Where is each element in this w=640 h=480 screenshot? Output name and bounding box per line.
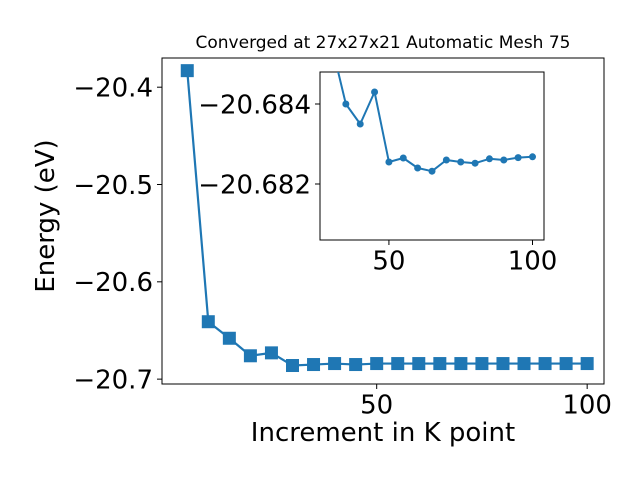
main-data-point [517,357,531,371]
main-data-point [370,357,384,371]
inset-axis-ticks: 50 100 −20.684 −20.682 [198,90,557,276]
inset-y-tick-label: −20.684 [198,90,311,120]
main-data-point [412,357,426,371]
main-data-point [580,357,594,371]
inset-data-point [442,156,450,164]
main-data-point [286,359,299,373]
y-axis-label: Energy (eV) [31,139,61,292]
inset-data-point [371,88,379,96]
main-data-point [433,357,447,371]
main-data-point [496,357,510,371]
inset-data-point [399,154,407,162]
chart-title: Converged at 27x27x21 Automatic Mesh 75 [196,33,571,53]
main-data-point [307,358,321,372]
main-data-point [328,357,342,371]
inset-data-point [514,154,522,162]
main-data-point [201,315,215,329]
inset-x-tick-label: 50 [372,247,405,277]
main-x-tick-label: 100 [562,391,612,421]
inset-data-point [500,156,508,164]
inset-data-point [485,155,493,163]
inset-data-point [529,153,537,161]
inset-data-point [414,164,422,172]
inset-data-point [342,100,350,108]
main-x-tick-label: 50 [360,391,393,421]
main-axis-ticks: 50 100 −20.4 −20.5 −20.6 −20.7 [73,74,612,421]
inset-data-point [428,167,436,175]
main-data-point [349,358,363,372]
inset-data-point [356,120,364,128]
main-y-tick-label: −20.5 [73,171,153,201]
main-series [180,64,594,373]
main-data-point [243,349,257,363]
main-data-point [180,64,194,78]
main-data-point [538,357,552,371]
inset-series [337,72,537,175]
main-y-tick-label: −20.4 [73,74,153,104]
main-y-tick-label: −20.7 [73,365,153,395]
inset-data-point [385,158,393,166]
main-data-point [391,357,405,371]
main-data-point [559,357,573,371]
inset-x-tick-label: 100 [508,247,558,277]
main-data-point [475,357,489,371]
main-data-point [264,346,278,360]
main-data-point [222,331,236,345]
inset-y-tick-label: −20.682 [198,170,311,200]
x-axis-label: Increment in K point [251,418,515,448]
main-data-point [454,357,468,371]
inset-data-point [457,158,465,166]
inset-data-point [471,159,479,167]
main-y-tick-label: −20.6 [73,268,153,298]
inset-plot-frame [319,71,545,241]
